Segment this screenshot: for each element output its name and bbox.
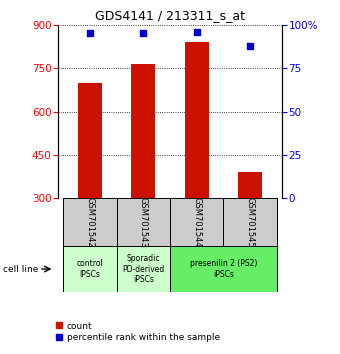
Bar — [63, 198, 117, 246]
Bar — [117, 198, 170, 246]
Legend: count, percentile rank within the sample: count, percentile rank within the sample — [52, 318, 223, 346]
Text: Sporadic
PD-derived
iPSCs: Sporadic PD-derived iPSCs — [122, 254, 165, 284]
Bar — [170, 246, 277, 292]
Point — [248, 43, 253, 48]
Bar — [78, 82, 102, 198]
Text: GDS4141 / 213311_s_at: GDS4141 / 213311_s_at — [95, 9, 245, 22]
Bar — [63, 246, 117, 292]
Text: GSM701544: GSM701544 — [192, 197, 201, 247]
Text: GSM701542: GSM701542 — [85, 197, 95, 247]
Text: GSM701543: GSM701543 — [139, 197, 148, 247]
Text: control
IPSCs: control IPSCs — [76, 259, 103, 279]
Bar — [238, 172, 262, 198]
Bar — [185, 42, 209, 198]
Bar — [117, 246, 170, 292]
Point — [87, 30, 92, 36]
Text: cell line: cell line — [3, 264, 39, 274]
Point — [194, 29, 200, 35]
Bar — [223, 198, 277, 246]
Bar — [131, 64, 155, 198]
Bar — [170, 198, 223, 246]
Point — [140, 30, 146, 36]
Text: presenilin 2 (PS2)
iPSCs: presenilin 2 (PS2) iPSCs — [190, 259, 257, 279]
Text: GSM701545: GSM701545 — [245, 197, 255, 247]
